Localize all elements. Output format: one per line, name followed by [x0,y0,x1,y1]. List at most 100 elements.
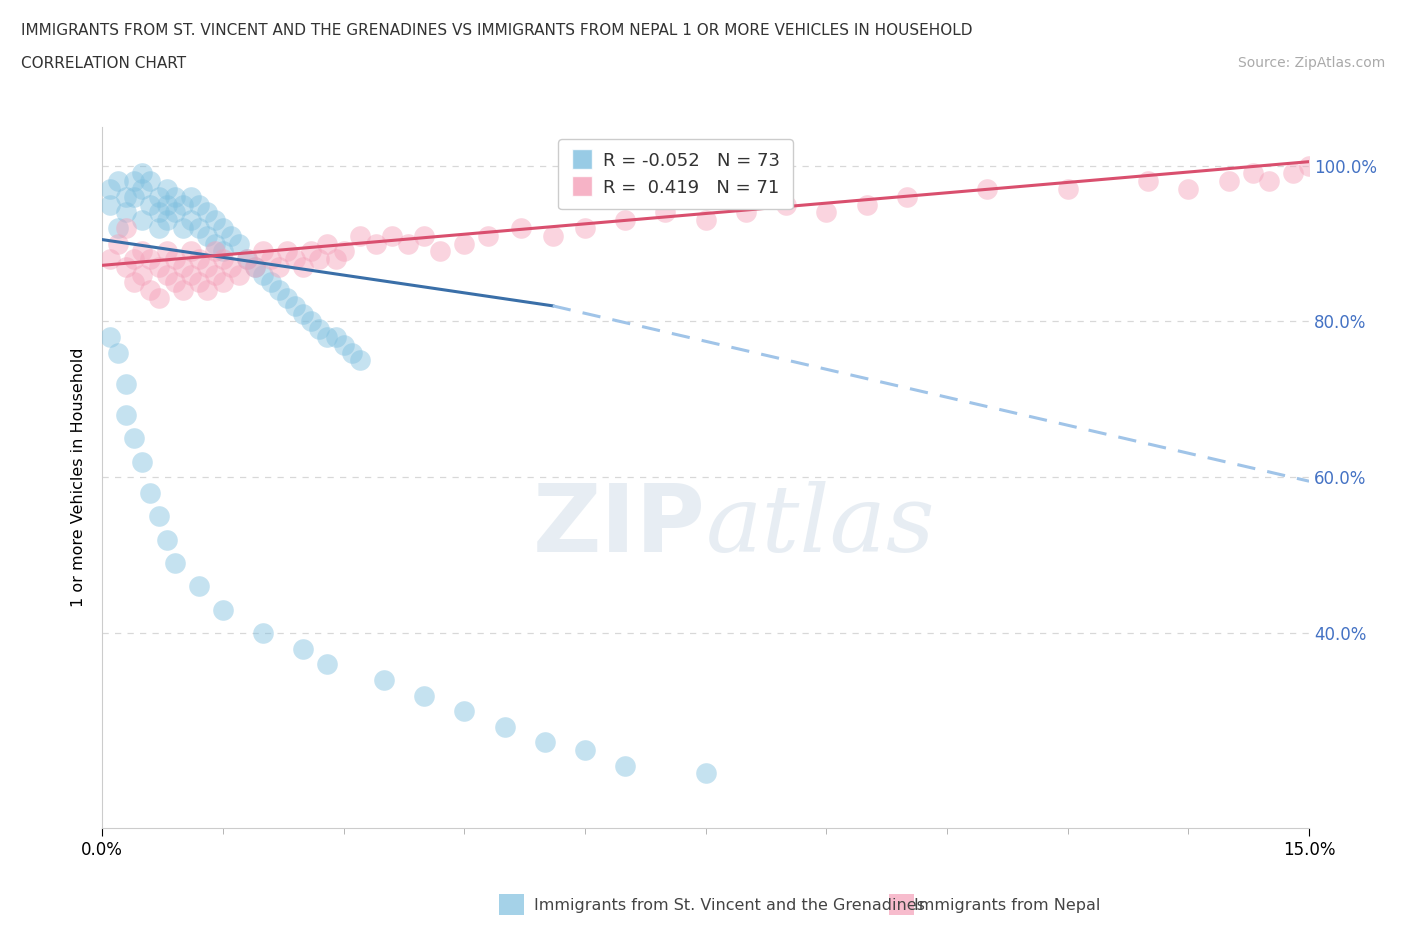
Point [115,220,138,235]
Point [325,252,347,267]
Point [139,197,162,212]
Point [252,626,274,641]
Point [98,197,121,212]
Point [316,657,339,671]
Point [325,329,347,344]
Point [308,322,330,337]
Point [124,190,146,205]
Point [115,377,138,392]
Point [228,236,250,251]
Point [574,220,596,235]
Point [212,603,235,618]
Point [276,290,298,305]
Point [614,758,637,773]
Point [284,299,307,313]
Point [204,236,226,251]
Point [187,252,209,267]
Point [148,259,170,274]
Point [155,197,177,212]
Point [98,252,121,267]
Point [172,283,194,298]
Point [292,259,315,274]
Point [187,197,209,212]
Point [148,290,170,305]
Point [195,259,218,274]
Point [155,181,177,196]
Text: Source: ZipAtlas.com: Source: ZipAtlas.com [1237,56,1385,70]
Point [541,228,564,243]
Point [533,735,555,750]
Point [429,244,451,259]
Text: IMMIGRANTS FROM ST. VINCENT AND THE GRENADINES VS IMMIGRANTS FROM NEPAL 1 OR MOR: IMMIGRANTS FROM ST. VINCENT AND THE GREN… [21,23,973,38]
Point [574,743,596,758]
Point [276,244,298,259]
Point [1177,181,1199,196]
Point [373,672,395,687]
Point [243,259,266,274]
Point [269,283,291,298]
Point [453,704,475,719]
Point [155,244,177,259]
Point [1257,174,1279,189]
Point [204,267,226,282]
Point [195,283,218,298]
Point [1282,166,1305,180]
Point [212,244,235,259]
Point [180,213,202,228]
Point [896,190,918,205]
Point [195,228,218,243]
Point [734,205,756,219]
Point [509,220,531,235]
Point [396,236,419,251]
Point [775,197,797,212]
Point [195,205,218,219]
Point [340,345,363,360]
Point [413,228,436,243]
Point [219,228,242,243]
Point [115,259,138,274]
Point [260,275,283,290]
Point [180,267,202,282]
Point [172,197,194,212]
Point [316,329,339,344]
Point [212,275,235,290]
Point [139,252,162,267]
Point [349,353,371,368]
Point [1241,166,1264,180]
Point [695,213,717,228]
Point [252,267,274,282]
Point [115,407,138,422]
Point [124,275,146,290]
Point [98,329,121,344]
Point [163,275,186,290]
Point [107,174,129,189]
Point [180,244,202,259]
Point [131,181,153,196]
Point [107,220,129,235]
Point [364,236,387,251]
Point [148,205,170,219]
Point [332,338,354,352]
Text: Immigrants from Nepal: Immigrants from Nepal [914,898,1101,913]
Point [148,220,170,235]
Legend: R = -0.052   N = 73, R =  0.419   N = 71: R = -0.052 N = 73, R = 0.419 N = 71 [558,140,793,209]
Point [332,244,354,259]
Point [115,190,138,205]
Point [236,252,259,267]
Point [131,213,153,228]
Point [413,688,436,703]
Point [172,259,194,274]
Point [131,244,153,259]
Point [163,252,186,267]
Point [1298,158,1320,173]
Point [349,228,371,243]
Point [236,252,259,267]
Point [107,345,129,360]
Point [477,228,499,243]
Point [308,252,330,267]
Point [163,190,186,205]
Point [187,579,209,594]
Point [148,190,170,205]
Point [269,259,291,274]
Point [131,454,153,469]
